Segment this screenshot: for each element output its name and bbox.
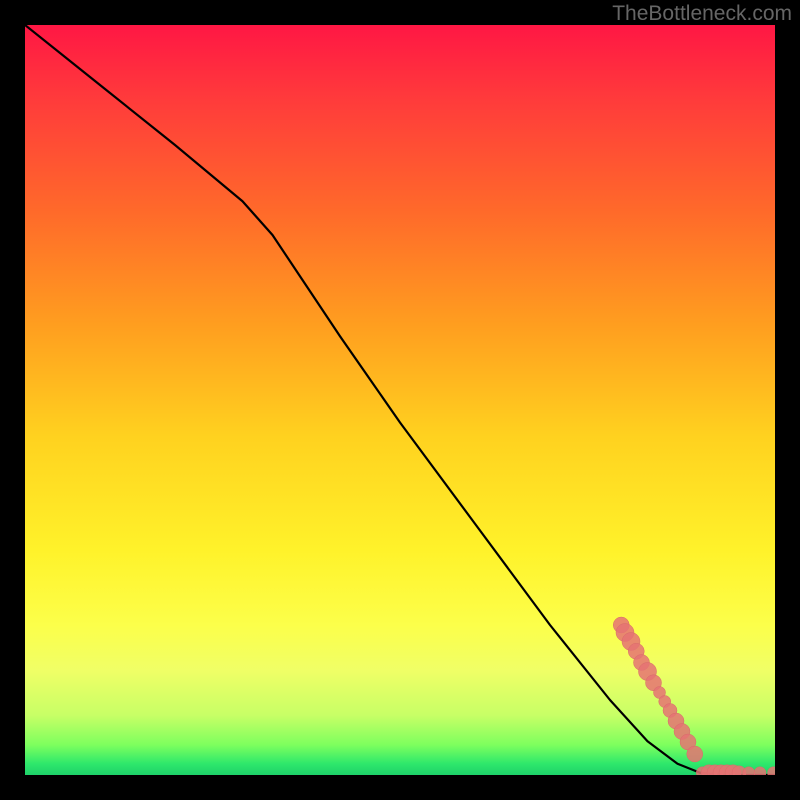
scatter-point — [743, 767, 755, 775]
scatter-group — [613, 617, 775, 775]
attribution-text: TheBottleneck.com — [612, 2, 792, 26]
scatter-point — [754, 767, 766, 775]
chart-overlay — [25, 25, 775, 775]
curve-line — [25, 25, 775, 775]
scatter-point — [768, 767, 776, 775]
plot-area — [25, 25, 775, 775]
scatter-point — [687, 746, 703, 762]
